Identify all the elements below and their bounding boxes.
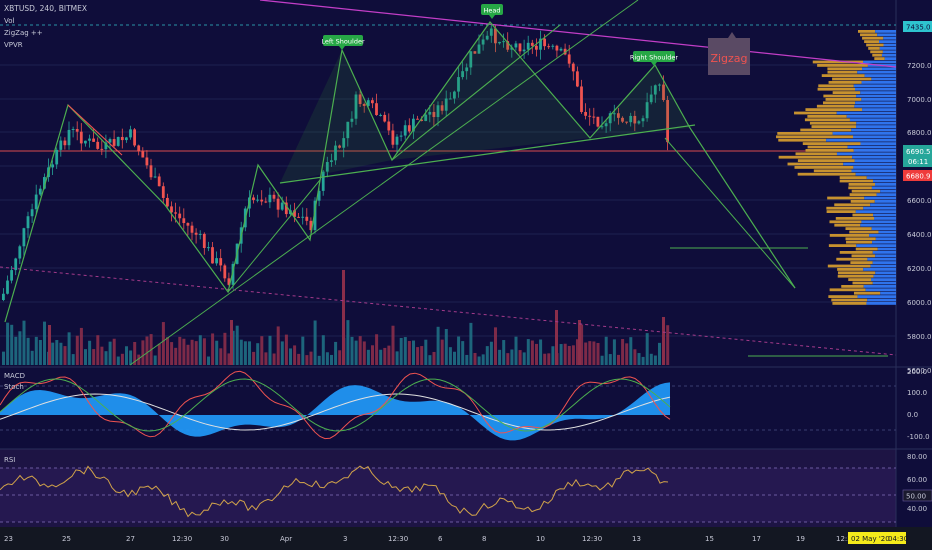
svg-text:6600.0: 6600.0 xyxy=(907,197,932,205)
indicator-vpvr: VPVR xyxy=(4,41,23,49)
time-label: 12:30 xyxy=(388,535,408,543)
svg-text:6400.0: 6400.0 xyxy=(907,231,932,239)
svg-text:6000.0: 6000.0 xyxy=(907,299,932,307)
time-label: 19 xyxy=(796,535,805,543)
volume-bars xyxy=(2,270,670,365)
rsi-badge xyxy=(902,489,932,502)
svg-text:6200.0: 6200.0 xyxy=(907,265,932,273)
svg-text:06:11: 06:11 xyxy=(908,158,928,166)
time-axis[interactable]: 23 25 27 12:30 30 Apr 3 12:30 6 8 10 12:30 13 15 17 19 1… xyxy=(4,535,856,543)
time-label: 12:30 xyxy=(582,535,602,543)
svg-text:60.00: 60.00 xyxy=(907,476,927,484)
lower-dashed-trendline[interactable] xyxy=(0,266,897,356)
time-label: 8 xyxy=(482,535,486,543)
price-axis[interactable]: 7200.0 7000.0 6800.0 6600.0 6400.0 6200.… xyxy=(907,62,932,375)
rsi-line xyxy=(0,465,669,518)
current-price-badge xyxy=(903,145,932,167)
svg-text:80.00: 80.00 xyxy=(907,453,927,461)
rsi-chart xyxy=(0,465,896,523)
svg-text:7435.0: 7435.0 xyxy=(906,24,931,32)
time-label: Apr xyxy=(280,535,292,543)
magenta-trendline[interactable] xyxy=(259,0,897,68)
time-label: 10 xyxy=(536,535,545,543)
svg-text:100.0: 100.0 xyxy=(907,389,927,397)
svg-text:Zigzag: Zigzag xyxy=(710,52,747,65)
stoch-title: Stoch xyxy=(4,383,24,391)
svg-text:0.0: 0.0 xyxy=(907,411,918,419)
svg-text:6800.0: 6800.0 xyxy=(907,129,932,137)
pattern-labels: Left Shoulder Head Right Shoulder xyxy=(321,4,678,66)
last-price-badge xyxy=(903,170,932,181)
time-label: 30 xyxy=(220,535,229,543)
svg-text:-100.0: -100.0 xyxy=(907,433,930,441)
time-label: 23 xyxy=(4,535,13,543)
indicator-vol: Vol xyxy=(4,17,15,25)
time-label: 13 xyxy=(632,535,641,543)
time-label: 15 xyxy=(705,535,714,543)
zigzag-callout[interactable]: Zigzag xyxy=(708,32,750,75)
stoch-d-line xyxy=(0,378,671,432)
chart-header: XBTUSD, 240, BITMEX Vol ZigZag ++ VPVR M… xyxy=(4,4,87,464)
svg-text:40.00: 40.00 xyxy=(907,505,927,513)
macd-signal-line xyxy=(0,393,671,431)
date-badge xyxy=(848,532,906,544)
svg-text:Left Shoulder: Left Shoulder xyxy=(321,38,365,46)
zigzag-pattern[interactable] xyxy=(4,0,888,366)
price-badges: 7435.0 6690.5 06:11 6680.9 xyxy=(903,21,932,181)
time-label: 12:30 xyxy=(172,535,192,543)
macd-pane xyxy=(0,370,896,441)
time-label: 17 xyxy=(752,535,761,543)
macd-title: MACD xyxy=(4,372,25,380)
indicator-zigzag: ZigZag ++ xyxy=(4,29,43,37)
time-badges: 02 May '20 04:30 xyxy=(848,532,908,544)
svg-text:02 May '20: 02 May '20 xyxy=(851,535,890,543)
time-label: 12:30 xyxy=(836,535,856,543)
stoch-k-line xyxy=(0,370,671,440)
time-label: 27 xyxy=(126,535,135,543)
macd-axis: 200.0 100.0 0.0 -100.0 xyxy=(907,368,930,441)
svg-text:Right Shoulder: Right Shoulder xyxy=(630,54,678,62)
time-label: 25 xyxy=(62,535,71,543)
time-label: 3 xyxy=(343,535,347,543)
candlesticks xyxy=(2,22,669,302)
svg-text:5800.0: 5800.0 xyxy=(907,333,932,341)
svg-text:6680.9: 6680.9 xyxy=(906,173,931,181)
symbol-title: XBTUSD, 240, BITMEX xyxy=(4,4,87,13)
svg-text:Head: Head xyxy=(484,7,501,15)
svg-text:200.0: 200.0 xyxy=(907,368,927,376)
left-shoulder-label: Left Shoulder xyxy=(321,35,365,50)
head-label: Head xyxy=(481,4,503,19)
svg-text:50.00: 50.00 xyxy=(906,493,926,501)
time-axis-bg xyxy=(0,527,932,550)
rsi-title: RSI xyxy=(4,456,15,464)
top-price-badge xyxy=(903,21,932,32)
macd-histogram-area xyxy=(0,382,670,441)
rsi-axis: 80.00 60.00 40.00 50.00 xyxy=(902,453,932,513)
svg-text:7000.0: 7000.0 xyxy=(907,96,932,104)
svg-text:6690.5: 6690.5 xyxy=(906,148,931,156)
svg-text:04:30: 04:30 xyxy=(888,535,908,543)
time-label: 6 xyxy=(438,535,443,543)
right-shoulder-label: Right Shoulder xyxy=(630,51,678,66)
svg-text:7200.0: 7200.0 xyxy=(907,62,932,70)
vpvr-histogram xyxy=(776,30,896,305)
svg-text:5600.0: 5600.0 xyxy=(907,367,932,375)
